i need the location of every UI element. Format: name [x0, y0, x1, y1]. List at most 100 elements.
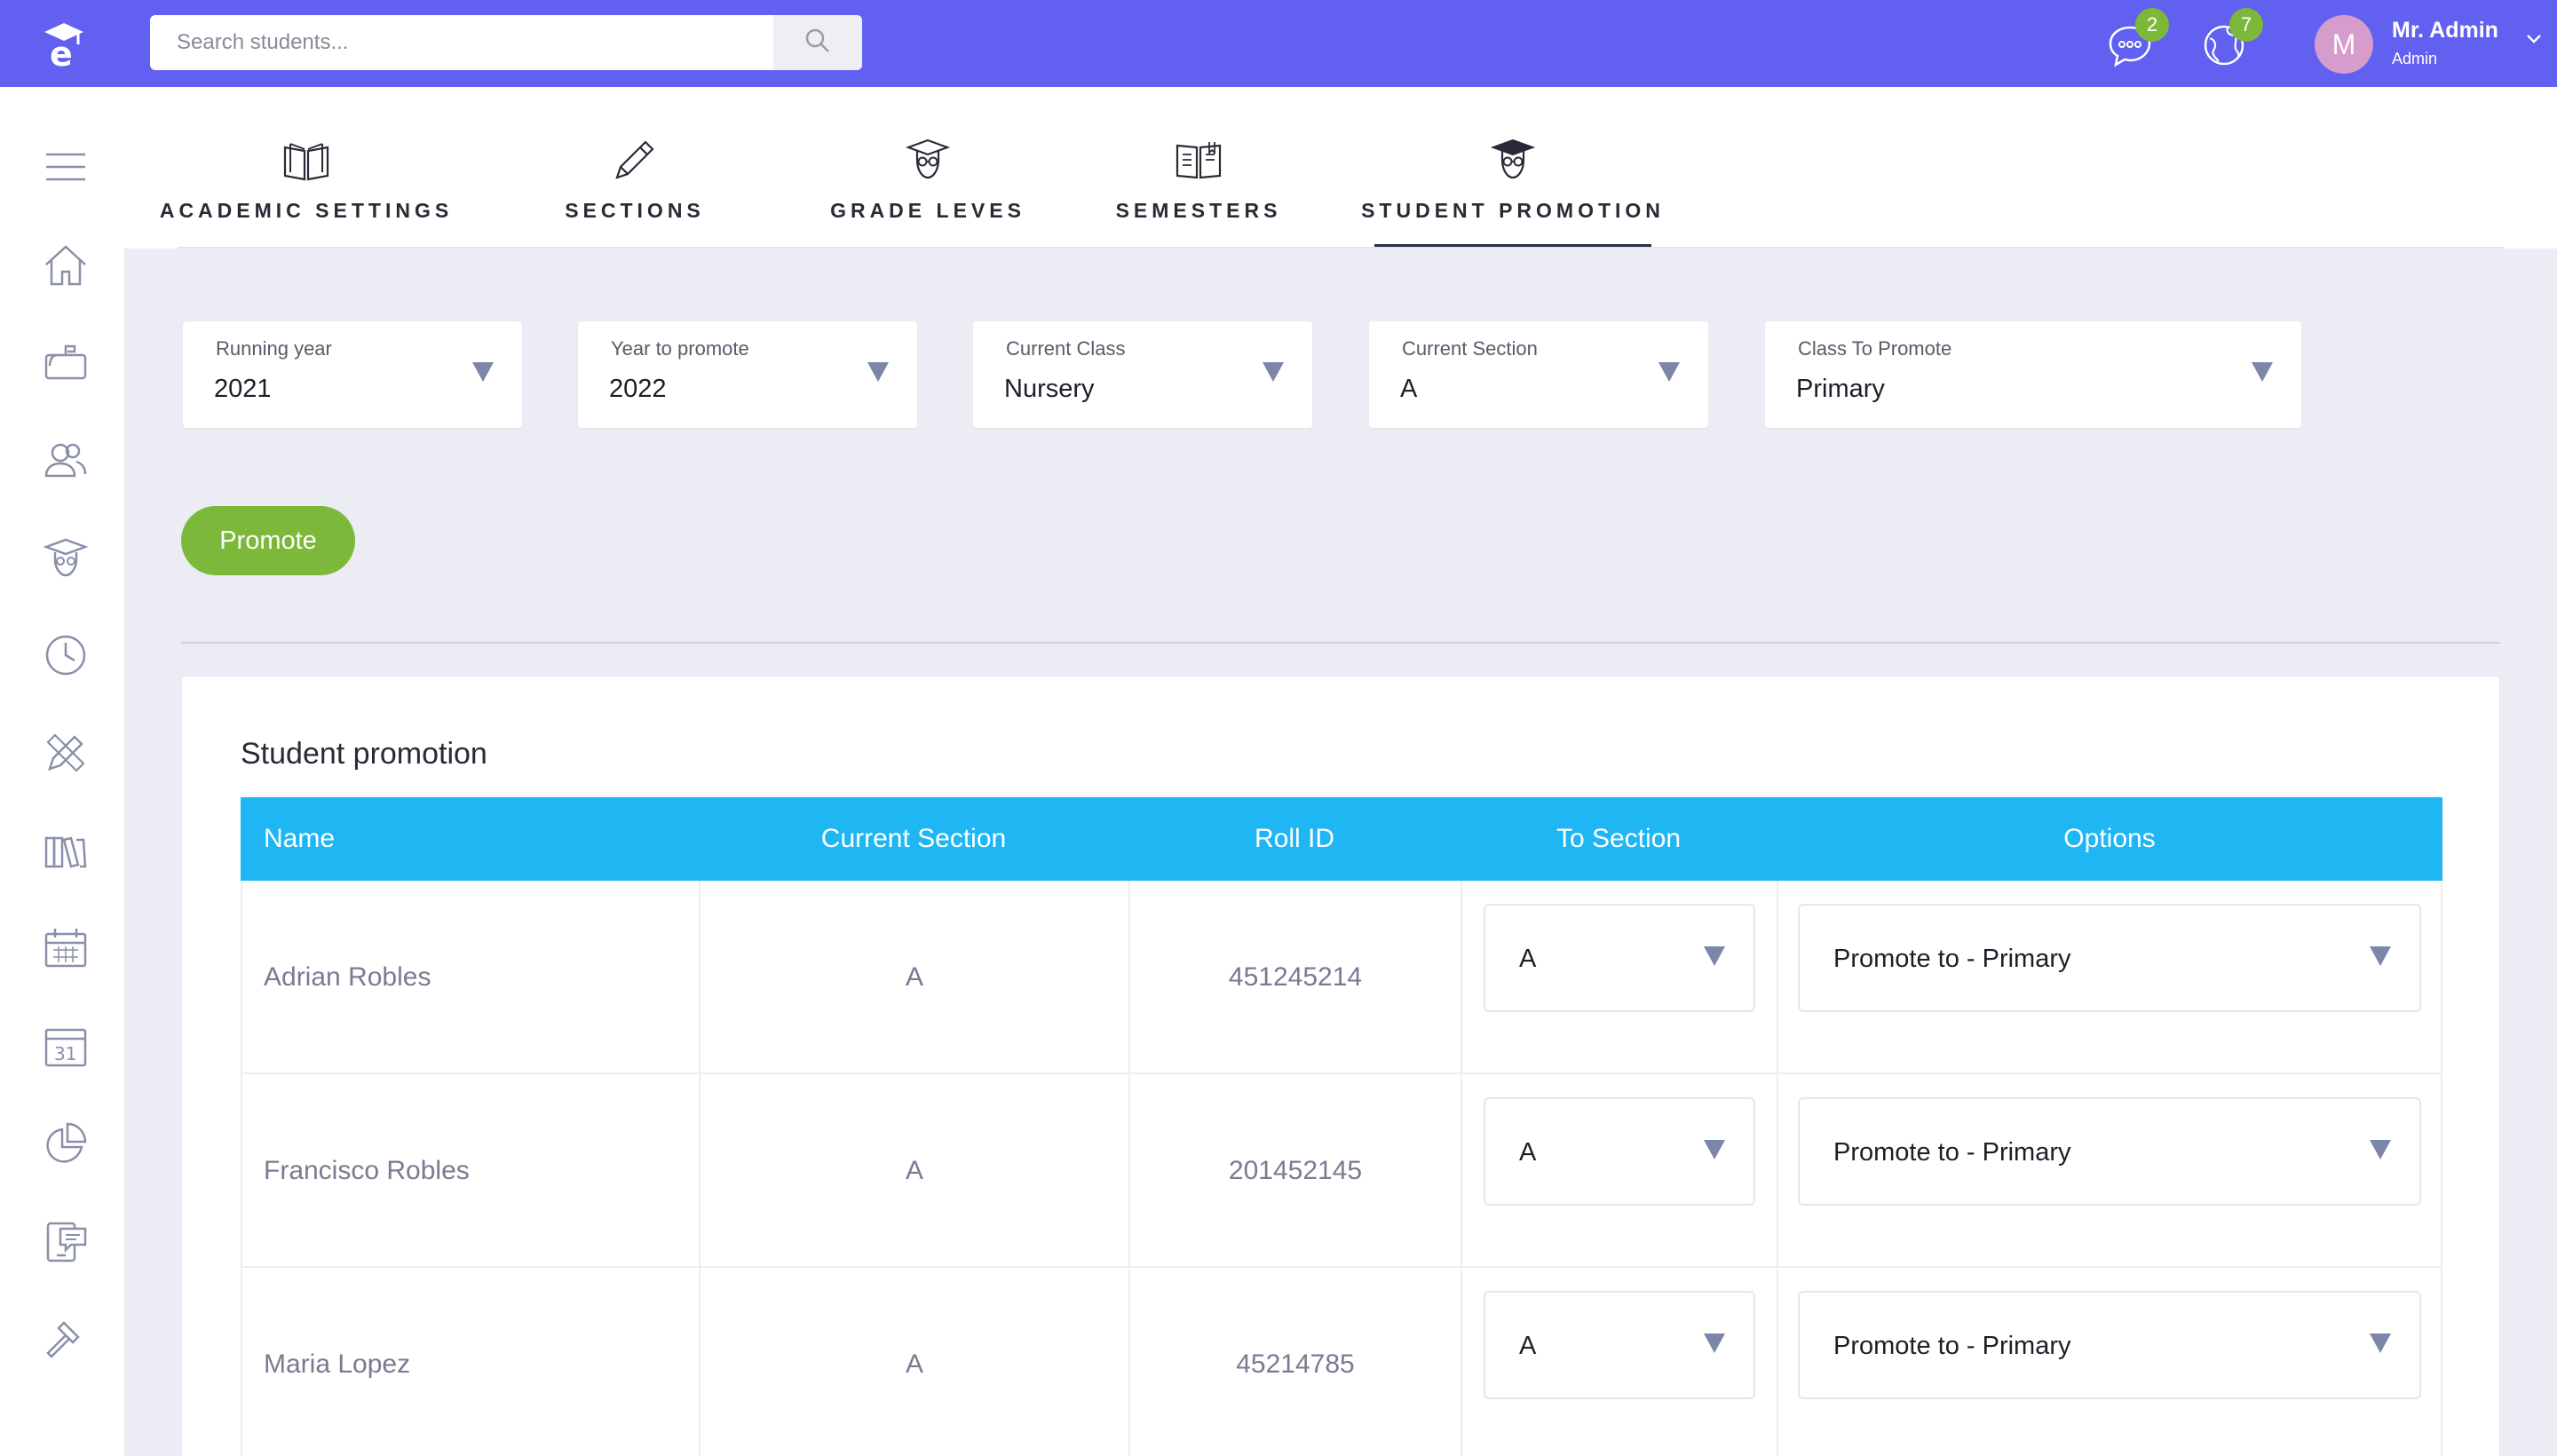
to-section-select[interactable]: A — [1484, 1097, 1755, 1206]
roll-id-cell: 45214785 — [1236, 1349, 1355, 1379]
graduate-icon — [1486, 133, 1540, 186]
notifications-button[interactable]: 7 — [2201, 8, 2263, 68]
select-value: A — [1519, 1138, 1537, 1167]
user-name[interactable]: Mr. Admin — [2392, 18, 2498, 43]
field-label: Current Class — [1006, 337, 1126, 360]
field-label: Running year — [216, 337, 332, 360]
tab-label: STUDENT PROMOTION — [1361, 199, 1665, 222]
library-icon[interactable] — [41, 826, 91, 875]
tab-student-promotion[interactable]: STUDENT PROMOTION — [1361, 87, 1660, 249]
user-role: Admin — [2392, 50, 2438, 67]
tab-label: GRADE LEVES — [830, 199, 1025, 222]
home-icon[interactable] — [41, 240, 91, 289]
svg-text:31: 31 — [54, 1043, 76, 1064]
column-divider — [699, 1074, 701, 1266]
pie-chart-icon[interactable] — [41, 1119, 91, 1168]
class-to-promote-select[interactable]: Class To Promote Primary — [1765, 321, 2301, 428]
promote-button[interactable]: Promote — [181, 506, 355, 575]
column-header-to-section: To Section — [1556, 824, 1682, 853]
select-value: Promote to - Primary — [1833, 1332, 2071, 1360]
menu-icon[interactable] — [41, 142, 91, 192]
divider — [181, 642, 2500, 644]
book-open-icon — [280, 133, 333, 186]
dropdown-caret-icon — [1263, 362, 1284, 382]
promote-option-select[interactable]: Promote to - Primary — [1798, 1097, 2421, 1206]
field-label: Year to promote — [611, 337, 749, 360]
dropdown-caret-icon — [2370, 946, 2391, 966]
field-value: Primary — [1796, 375, 1885, 403]
to-section-select[interactable]: A — [1484, 1291, 1755, 1399]
search-input[interactable] — [150, 15, 772, 70]
field-label: Class To Promote — [1798, 337, 1952, 360]
current-section-cell: A — [905, 1156, 923, 1185]
messages-button[interactable]: 2 — [2107, 8, 2169, 68]
search-icon — [804, 28, 831, 59]
tab-grade-levels[interactable]: GRADE LEVES — [817, 87, 1039, 249]
users-icon[interactable] — [41, 435, 91, 485]
field-value: A — [1400, 375, 1418, 403]
dropdown-caret-icon — [1704, 1333, 1725, 1353]
dropdown-caret-icon — [2370, 1333, 2391, 1353]
current-section-cell: A — [905, 1349, 923, 1379]
phone-chat-icon[interactable] — [41, 1216, 91, 1266]
top-bar: e 2 7 M Mr. Admin Admin — [0, 0, 2557, 87]
column-divider — [1461, 1074, 1462, 1266]
search-box — [150, 15, 862, 70]
book-icon — [1172, 133, 1225, 186]
notifications-badge: 7 — [2229, 8, 2263, 42]
table-row: Francisco Robles A 201452145 A Promote t… — [241, 1074, 2442, 1268]
current-section-select[interactable]: Current Section A — [1369, 321, 1708, 428]
column-divider — [1777, 881, 1778, 1072]
column-header-name: Name — [264, 824, 336, 853]
select-value: A — [1519, 1332, 1537, 1360]
settings-tabs: ACADEMIC SETTINGS SECTIONS GRADE LEVES S… — [124, 87, 2557, 249]
pencil-icon — [608, 133, 661, 186]
column-header-options: Options — [2063, 824, 2156, 853]
student-name: Francisco Robles — [264, 1156, 470, 1185]
tab-semesters[interactable]: SEMESTERS — [1110, 87, 1287, 249]
graduate-icon — [901, 133, 954, 186]
column-divider — [699, 1268, 701, 1456]
roll-id-cell: 451245214 — [1228, 962, 1363, 992]
mailbox-icon[interactable] — [41, 337, 91, 387]
table-row: Adrian Robles A 451245214 A Promote to -… — [241, 881, 2442, 1074]
calendar-grid-icon[interactable] — [41, 923, 91, 973]
calendar-icon[interactable]: 31 — [41, 1021, 91, 1071]
active-tab-indicator — [1374, 244, 1651, 249]
tab-sections[interactable]: SECTIONS — [550, 87, 719, 249]
column-divider — [1128, 1074, 1130, 1266]
promote-option-select[interactable]: Promote to - Primary — [1798, 904, 2421, 1012]
promote-option-select[interactable]: Promote to - Primary — [1798, 1291, 2421, 1399]
tab-academic-settings[interactable]: ACADEMIC SETTINGS — [160, 87, 448, 249]
svg-text:e: e — [50, 35, 73, 69]
field-value: 2021 — [214, 375, 272, 403]
dropdown-caret-icon — [1704, 1140, 1725, 1159]
avatar[interactable]: M — [2315, 15, 2373, 74]
year-to-promote-select[interactable]: Year to promote 2022 — [578, 321, 917, 428]
roll-id-cell: 201452145 — [1228, 1156, 1363, 1185]
gavel-icon[interactable] — [41, 1314, 91, 1364]
column-divider — [1461, 881, 1462, 1072]
divider — [178, 247, 2504, 249]
clock-icon[interactable] — [41, 630, 91, 680]
chevron-down-icon[interactable] — [2524, 28, 2544, 52]
graduate-icon[interactable] — [41, 533, 91, 582]
dropdown-caret-icon — [2252, 362, 2273, 382]
to-section-select[interactable]: A — [1484, 904, 1755, 1012]
column-divider — [699, 881, 701, 1072]
select-value: Promote to - Primary — [1833, 945, 2071, 973]
dropdown-caret-icon — [867, 362, 889, 382]
pencil-ruler-icon[interactable] — [41, 728, 91, 778]
student-name: Maria Lopez — [264, 1349, 411, 1379]
app-logo[interactable]: e — [37, 18, 89, 74]
dropdown-caret-icon — [1704, 946, 1725, 966]
dropdown-caret-icon — [2370, 1140, 2391, 1159]
column-header-roll-id: Roll ID — [1254, 824, 1334, 853]
chat-icon — [2107, 26, 2153, 72]
column-header-current-section: Current Section — [820, 824, 1007, 853]
running-year-select[interactable]: Running year 2021 — [183, 321, 522, 428]
search-button[interactable] — [773, 15, 862, 70]
current-class-select[interactable]: Current Class Nursery — [973, 321, 1312, 428]
field-value: 2022 — [609, 375, 667, 403]
select-value: Promote to - Primary — [1833, 1138, 2071, 1167]
